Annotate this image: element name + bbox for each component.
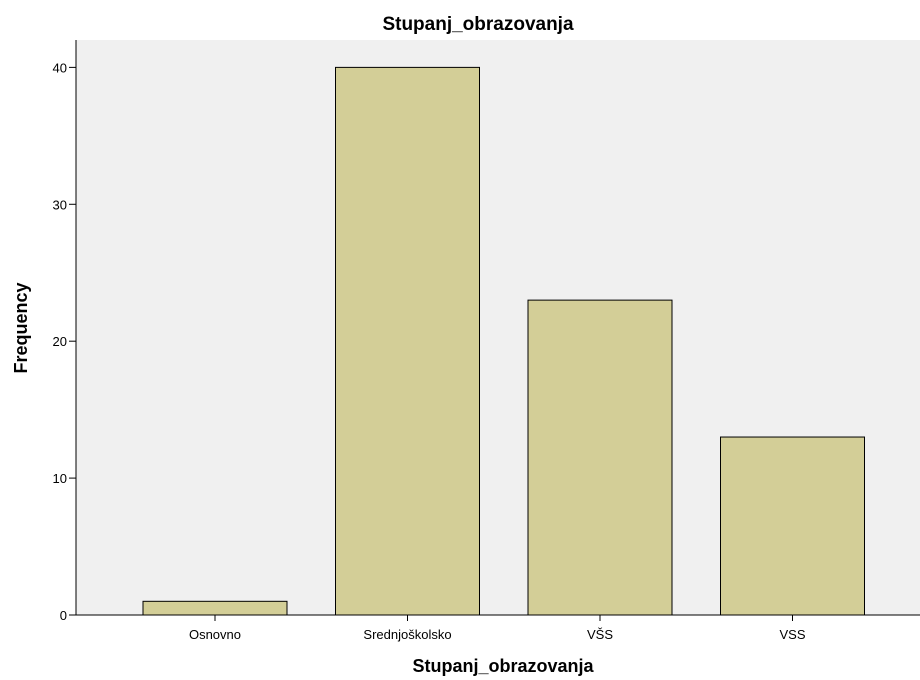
y-axis-title: Frequency xyxy=(11,282,31,373)
y-tick-label-1: 10 xyxy=(53,471,67,486)
bar-0 xyxy=(142,600,288,616)
x-tick-label-2: VŠS xyxy=(587,627,613,642)
y-tick-label-2: 20 xyxy=(53,334,67,349)
x-tick-label-3: VSS xyxy=(779,627,805,642)
bar-2 xyxy=(527,299,673,616)
y-tick-label-0: 0 xyxy=(60,608,67,623)
chart-title: Stupanj_obrazovanja xyxy=(382,14,574,35)
y-tick-label-4: 40 xyxy=(53,60,67,75)
y-tick-label-3: 30 xyxy=(53,197,67,212)
bars-group xyxy=(142,66,865,616)
y-ticks-group: 0 10 20 30 40 xyxy=(53,60,76,623)
x-tick-label-1: Srednjoškolsko xyxy=(363,627,451,642)
x-ticks-group: Osnovno Srednjoškolsko VŠS VSS xyxy=(189,615,806,642)
bar-1 xyxy=(335,66,480,616)
bar-3 xyxy=(720,436,865,616)
x-axis-title: Stupanj_obrazovanja xyxy=(412,656,594,676)
x-tick-label-0: Osnovno xyxy=(189,627,241,642)
